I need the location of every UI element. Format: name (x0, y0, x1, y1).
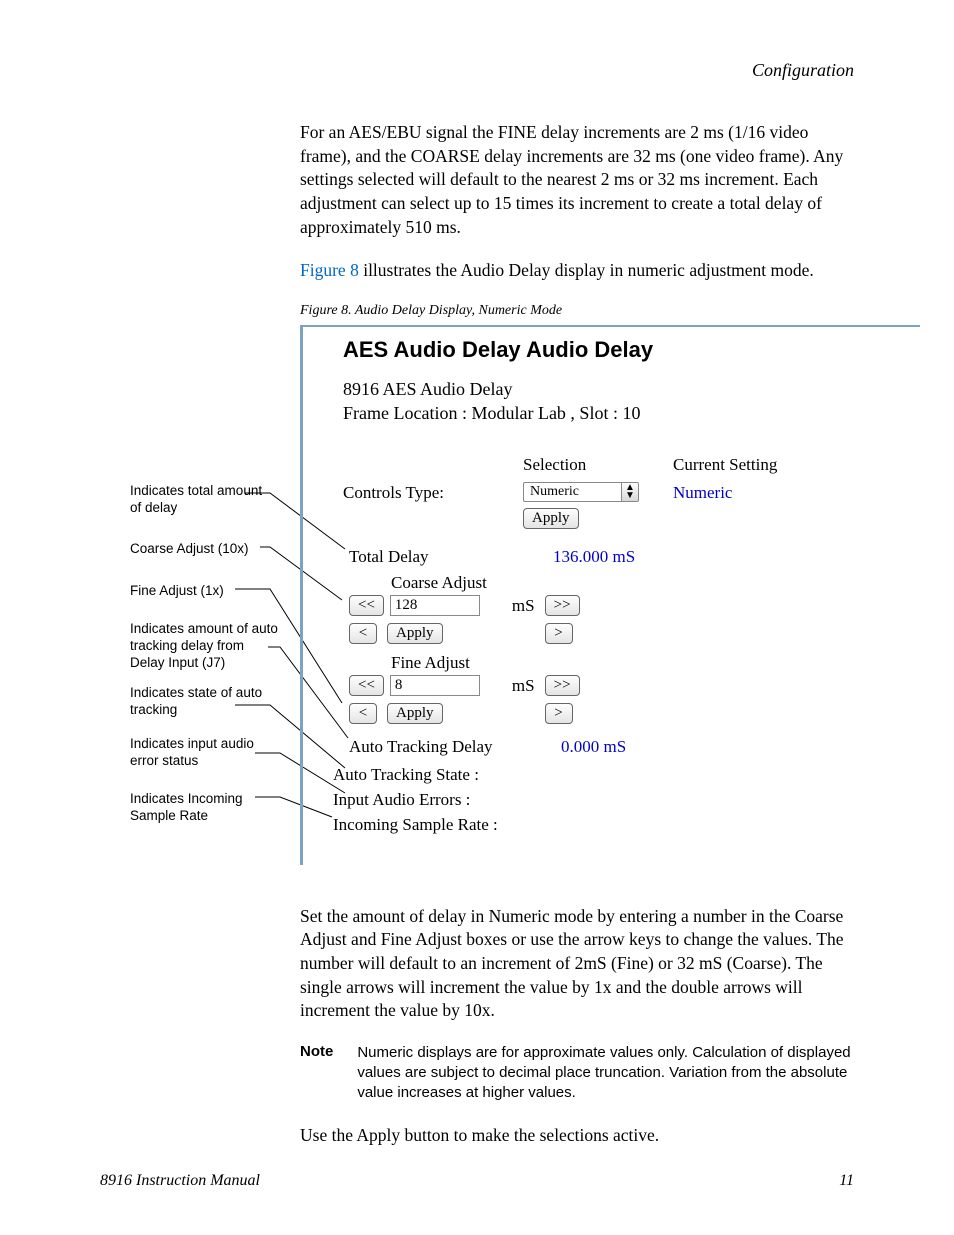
ui-panel: AES Audio Delay Audio Delay 8916 AES Aud… (300, 325, 920, 865)
fine-inc1-button[interactable]: > (545, 703, 573, 724)
para-3: Set the amount of delay in Numeric mode … (300, 905, 854, 1023)
page-footer: 8916 Instruction Manual 11 (100, 1172, 854, 1190)
coarse-dec10-button[interactable]: << (349, 595, 384, 616)
para-4: Use the Apply button to make the selecti… (300, 1124, 854, 1148)
select-arrow-icon[interactable]: ▲▼ (621, 482, 639, 502)
auto-tracking-state-label: Auto Tracking State : (333, 765, 479, 785)
note-body: Numeric displays are for approximate val… (357, 1043, 854, 1104)
col-header-selection: Selection (523, 455, 586, 475)
annot-coarse: Coarse Adjust (10x) (130, 541, 249, 558)
total-delay-value: 136.000 mS (553, 547, 635, 567)
figure-caption: Figure 8. Audio Delay Display, Numeric M… (300, 303, 854, 319)
coarse-inc1-button[interactable]: > (545, 623, 573, 644)
auto-tracking-delay-value: 0.000 mS (561, 737, 626, 757)
incoming-sample-rate-label: Incoming Sample Rate : (333, 815, 498, 835)
coarse-input[interactable] (390, 595, 480, 616)
figure-wrap: Indicates total amount of delay Coarse A… (100, 325, 854, 875)
subtitle-line2: Frame Location : Modular Lab , Slot : 10 (343, 403, 640, 423)
para-1: For an AES/EBU signal the FINE delay inc… (300, 121, 854, 239)
controls-type-value: Numeric (523, 482, 621, 502)
coarse-inc10-button[interactable]: >> (545, 595, 580, 616)
panel-subtitle: 8916 AES Audio Delay Frame Location : Mo… (343, 377, 900, 426)
note-label: Note (300, 1043, 333, 1104)
coarse-label: Coarse Adjust (391, 573, 487, 593)
apply-button-controls[interactable]: Apply (523, 508, 579, 529)
annot-auto-tracking-delay: Indicates amount of auto tracking delay … (130, 621, 280, 672)
note-row: Note Numeric displays are for approximat… (300, 1043, 854, 1104)
apply-button-fine[interactable]: Apply (387, 703, 443, 724)
total-delay-label: Total Delay (349, 547, 429, 567)
panel-title: AES Audio Delay Audio Delay (343, 337, 900, 363)
coarse-unit: mS (512, 596, 535, 616)
controls-type-select[interactable]: Numeric ▲▼ (523, 482, 639, 502)
fine-dec10-button[interactable]: << (349, 675, 384, 696)
input-audio-errors-label: Input Audio Errors : (333, 790, 470, 810)
controls-type-label: Controls Type: (343, 483, 444, 503)
fine-input[interactable] (390, 675, 480, 696)
annot-input-errors: Indicates input audio error status (130, 736, 270, 770)
annot-fine: Fine Adjust (1x) (130, 583, 224, 600)
fine-dec1-button[interactable]: < (349, 703, 377, 724)
fine-label: Fine Adjust (391, 653, 470, 673)
figure-link[interactable]: Figure 8 (300, 260, 359, 280)
footer-manual-title: 8916 Instruction Manual (100, 1172, 260, 1190)
footer-page-number: 11 (839, 1172, 854, 1190)
fine-unit: mS (512, 676, 535, 696)
col-header-setting: Current Setting (673, 455, 777, 475)
subtitle-line1: 8916 AES Audio Delay (343, 379, 513, 399)
coarse-dec1-button[interactable]: < (349, 623, 377, 644)
annot-total-delay: Indicates total amount of delay (130, 483, 270, 517)
fine-inc10-button[interactable]: >> (545, 675, 580, 696)
para-2-rest: illustrates the Audio Delay display in n… (359, 260, 814, 280)
apply-button-coarse[interactable]: Apply (387, 623, 443, 644)
annot-auto-tracking-state: Indicates state of auto tracking (130, 685, 270, 719)
controls-type-setting: Numeric (673, 483, 732, 503)
section-header: Configuration (100, 60, 854, 81)
annot-sample-rate: Indicates Incoming Sample Rate (130, 791, 270, 825)
para-2: Figure 8 illustrates the Audio Delay dis… (300, 259, 854, 283)
auto-tracking-delay-label: Auto Tracking Delay (349, 737, 493, 757)
